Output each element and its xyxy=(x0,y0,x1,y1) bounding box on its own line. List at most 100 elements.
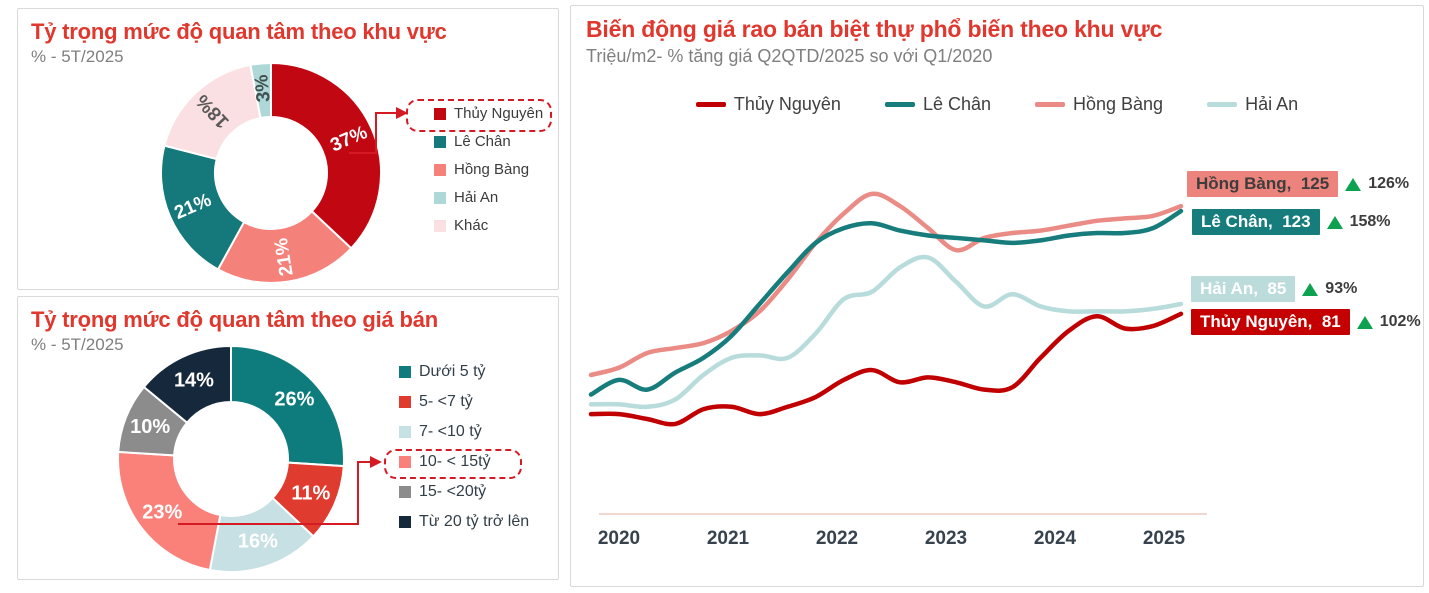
trend-legend-item-hải-an[interactable]: Hải An xyxy=(1207,94,1298,115)
legend-color-swatch xyxy=(434,191,446,204)
series-end-label-hải-an: Hải An, 85 93% xyxy=(1191,276,1357,302)
legend-item-label: Hải An xyxy=(1245,94,1299,114)
legend-item-label: Hải An xyxy=(454,189,499,206)
series-end-label-thủy-nguyên: Thủy Nguyên, 81 102% xyxy=(1191,309,1421,335)
donut-slice-1[interactable] xyxy=(271,461,345,538)
series-line-lê-chân xyxy=(588,208,1184,397)
legend-item-7--<10-tỷ[interactable]: 7- <10 tỷ xyxy=(399,423,482,441)
legend-item-thủy-nguyên[interactable]: Thủy Nguyên xyxy=(434,105,543,122)
legend-item-label: 5- <7 tỷ xyxy=(419,393,473,410)
up-triangle-icon xyxy=(1302,282,1319,296)
slice-value-label: 11% xyxy=(291,483,330,505)
legend-color-swatch xyxy=(399,426,411,438)
legend-item-10--<-15tỷ[interactable]: 10- < 15tỷ xyxy=(399,453,491,471)
up-triangle-icon xyxy=(1356,315,1373,329)
page-title: Biến động giá rao bán biệt thự phổ biến … xyxy=(586,16,1163,42)
legend-item-lê-chân[interactable]: Lê Chân xyxy=(434,133,511,150)
series-end-label-lê-chân: Lê Chân, 123 158% xyxy=(1192,209,1391,235)
legend-color-swatch xyxy=(399,486,411,498)
legend-line-swatch xyxy=(1207,102,1238,107)
legend-color-swatch xyxy=(434,163,446,176)
legend-item-5--<7-tỷ[interactable]: 5- <7 tỷ xyxy=(399,393,473,411)
donut-slice-0[interactable] xyxy=(230,344,345,468)
series-value-badge: Lê Chân, 123 xyxy=(1192,209,1320,235)
legend-item-label: Hồng Bàng xyxy=(454,161,530,178)
x-tick-label: 2020 xyxy=(597,528,641,549)
legend-color-swatch xyxy=(399,366,411,378)
legend-color-swatch xyxy=(399,516,411,528)
x-tick-label: 2022 xyxy=(815,528,859,549)
legend-item-label: Khác xyxy=(454,217,489,234)
x-axis-line xyxy=(599,513,1207,515)
legend-item-dưới-5-tỷ[interactable]: Dưới 5 tỷ xyxy=(399,363,486,381)
donut-slice-4[interactable] xyxy=(117,385,189,457)
x-tick-label: 2021 xyxy=(706,528,750,549)
slice-value-label: 37% xyxy=(327,122,370,156)
legend-item-hồng-bàng[interactable]: Hồng Bàng xyxy=(434,161,529,178)
legend-item-label: 15- <20tỷ xyxy=(419,483,487,500)
series-line-hồng-bàng xyxy=(588,191,1184,378)
donut-slice-1[interactable] xyxy=(216,209,353,284)
x-tick-label: 2023 xyxy=(924,528,968,549)
legend-item-label: Hồng Bàng xyxy=(1073,94,1164,114)
highlight-box-10-15ty xyxy=(384,449,522,479)
trend-legend-item-thủy-nguyên[interactable]: Thủy Nguyên xyxy=(695,94,841,115)
panel-price-trend: Biến động giá rao bán biệt thự phổ biến … xyxy=(570,5,1424,587)
legend-item-15--<20tỷ[interactable]: 15- <20tỷ xyxy=(399,483,486,501)
up-triangle-icon xyxy=(1345,177,1362,191)
legend-item-label: Thủy Nguyên xyxy=(454,105,544,122)
donut-slice-3[interactable] xyxy=(117,450,222,572)
legend-item-label: 7- <10 tỷ xyxy=(419,423,482,440)
legend-item-label: Lê Chân xyxy=(922,94,991,114)
donut-slice-2[interactable] xyxy=(208,496,315,573)
donut-slice-2[interactable] xyxy=(160,144,246,271)
chart-subtitle: % - 5T/2025 xyxy=(31,47,124,66)
legend-item-label: Lê Chân xyxy=(454,133,511,150)
legend-item-khác[interactable]: Khác xyxy=(434,217,488,234)
panel-interest-by-price: Tỷ trọng mức độ quan tâm theo giá bán % … xyxy=(17,296,559,580)
page-title: Tỷ trọng mức độ quan tâm theo giá bán xyxy=(31,307,438,332)
x-tick-label: 2025 xyxy=(1142,528,1186,549)
donut-slice-5[interactable] xyxy=(142,344,232,425)
trend-legend-item-hồng-bàng[interactable]: Hồng Bàng xyxy=(1035,94,1163,115)
series-value-badge: Thủy Nguyên, 81 xyxy=(1191,309,1350,335)
chart-subtitle: Triệu/m2- % tăng giá Q2QTD/2025 so với Q… xyxy=(586,46,993,66)
growth-percent-label: 126% xyxy=(1368,175,1410,192)
series-line-hải-an xyxy=(588,254,1184,410)
legend-item-label: 10- < 15tỷ xyxy=(419,453,491,470)
trend-legend: Thủy Nguyên Lê Chân Hồng Bàng Hải An xyxy=(571,94,1423,115)
legend-line-swatch xyxy=(884,102,915,107)
slice-value-label: 21% xyxy=(271,236,298,277)
slice-value-label: 10% xyxy=(130,416,170,438)
donut-slice-0[interactable] xyxy=(270,61,382,250)
slice-value-label: 23% xyxy=(142,501,182,523)
legend-color-swatch xyxy=(399,396,411,408)
chart-subtitle: % - 5T/2025 xyxy=(31,335,124,354)
slice-value-label: 16% xyxy=(238,531,278,553)
legend-item-label: Thủy Nguyên xyxy=(733,94,841,114)
series-line-thủy-nguyên xyxy=(588,311,1184,427)
growth-percent-label: 158% xyxy=(1349,213,1391,230)
legend-item-label: Từ 20 tỷ trở lên xyxy=(419,513,530,530)
slice-value-label: 26% xyxy=(274,388,314,410)
legend-line-swatch xyxy=(695,102,726,107)
legend-item-hải-an[interactable]: Hải An xyxy=(434,189,498,206)
series-value-badge: Hải An, 85 xyxy=(1191,276,1296,302)
x-tick-label: 2024 xyxy=(1033,528,1077,549)
legend-item-label: Dưới 5 tỷ xyxy=(419,363,486,380)
legend-item-từ-20-tỷ-trở-lên[interactable]: Từ 20 tỷ trở lên xyxy=(399,513,529,531)
series-end-label-hồng-bàng: Hồng Bàng, 125 126% xyxy=(1187,171,1409,197)
slice-value-label: 21% xyxy=(171,190,214,224)
growth-percent-label: 102% xyxy=(1379,313,1421,330)
slice-value-label: 3% xyxy=(251,74,275,103)
donut-slice-4[interactable] xyxy=(249,61,272,120)
trend-legend-item-lê-chân[interactable]: Lê Chân xyxy=(884,94,991,115)
series-value-badge: Hồng Bàng, 125 xyxy=(1187,171,1339,197)
panel-interest-by-region: Tỷ trọng mức độ quan tâm theo khu vực % … xyxy=(17,8,559,290)
legend-color-swatch xyxy=(434,219,446,232)
legend-line-swatch xyxy=(1035,102,1065,107)
growth-percent-label: 93% xyxy=(1325,280,1358,297)
highlight-box-thuy-nguyen xyxy=(406,99,552,132)
donut-slice-3[interactable] xyxy=(163,63,262,161)
page-title: Tỷ trọng mức độ quan tâm theo khu vực xyxy=(31,19,447,44)
